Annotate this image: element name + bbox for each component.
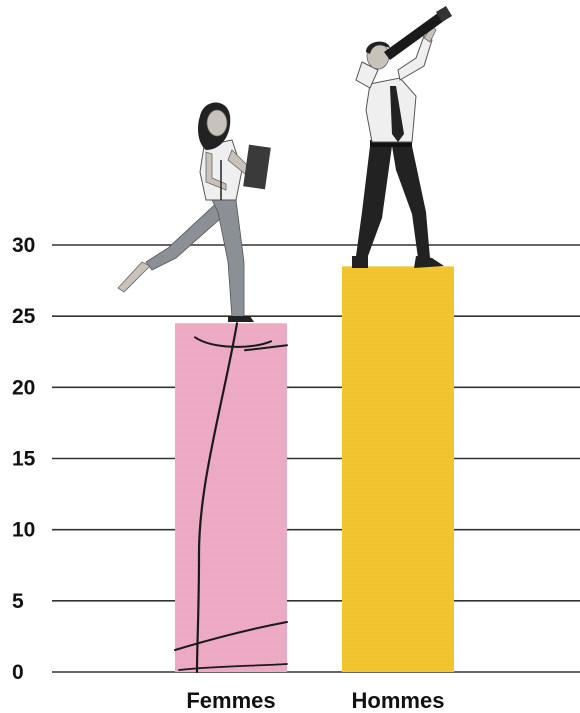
folder-prop — [243, 144, 271, 190]
figures — [117, 6, 452, 322]
y-tick-label: 15 — [12, 448, 36, 471]
scribble-lines — [174, 322, 288, 674]
telescope-prop — [384, 10, 448, 60]
bar-femmes — [175, 323, 287, 672]
woman-running-figure — [117, 102, 271, 322]
gridlines — [52, 244, 580, 673]
man-with-telescope-figure — [352, 6, 452, 268]
y-tick-label: 0 — [12, 661, 24, 684]
x-category-label: Femmes — [186, 688, 275, 713]
y-axis-ticks: 0 5 10 15 20 25 30 — [12, 234, 36, 684]
y-tick-label: 30 — [12, 234, 35, 257]
y-tick-label: 10 — [12, 519, 35, 542]
y-tick-label: 20 — [12, 376, 35, 399]
x-category-label: Hommes — [352, 688, 445, 713]
bar-hommes — [342, 266, 454, 672]
y-tick-label: 5 — [12, 590, 24, 613]
x-axis-categories: Femmes Hommes — [186, 688, 444, 713]
bars — [174, 266, 454, 674]
y-tick-label: 25 — [12, 305, 36, 328]
